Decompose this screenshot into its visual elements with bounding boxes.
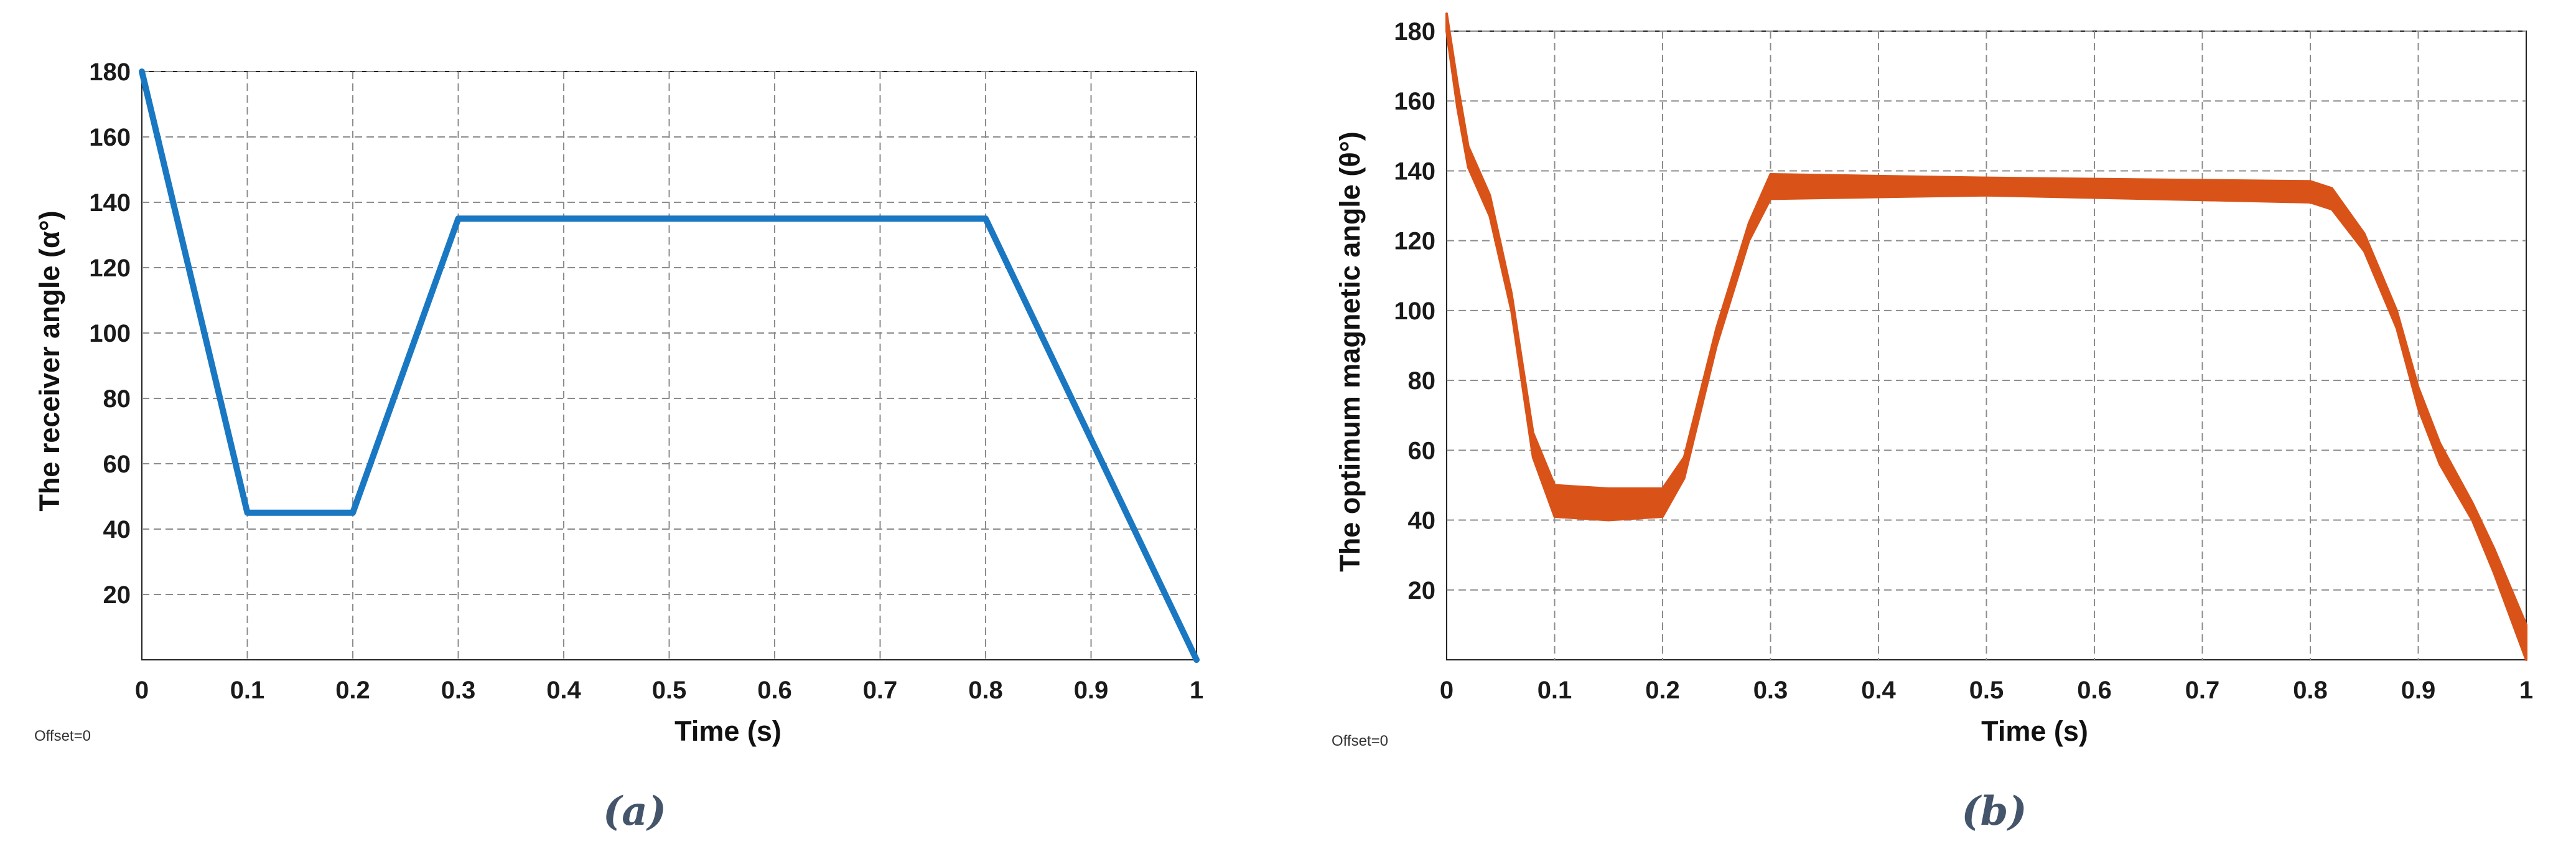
y-tick-label: 60: [103, 451, 131, 478]
x-tick-label: 0.1: [1538, 677, 1572, 704]
x-tick-label: 0.4: [1861, 677, 1896, 704]
caption-a: (a): [603, 788, 666, 835]
series-b: [1445, 12, 2527, 661]
caption-b: (b): [1961, 788, 2027, 835]
series-band: [1445, 12, 2527, 661]
y-tick-label: 120: [89, 255, 131, 282]
x-tick-label: 0: [1440, 677, 1454, 704]
x-axis-title-b: Time (s): [1981, 715, 2088, 747]
chart-panel-a: 0 0.1 0.2 0.3 0.4 0.5 0.6 0.7 0.8 0.9 1 20 40 60 80 10…: [34, 59, 1203, 835]
x-tick-label: 0.9: [2401, 677, 2436, 704]
x-tick-label: 0.1: [230, 677, 265, 704]
x-tick-label: 0.8: [2293, 677, 2328, 704]
x-tick-label: 0.2: [1645, 677, 1680, 704]
series-a: [139, 68, 1200, 663]
y-axis-title-a: The receiver angle (α°): [34, 210, 65, 511]
y-tick-label: 40: [1408, 507, 1436, 535]
y-tick-label: 20: [1408, 577, 1436, 604]
x-tick-label: 0.5: [1969, 677, 2004, 704]
chart-panel-b: 0 0.1 0.2 0.3 0.4 0.5 0.6 0.7 0.8 0.9 1 20 40 60 80 10…: [1332, 12, 2533, 835]
x-tick-label: 0.3: [441, 677, 476, 704]
y-tick-label: 140: [1394, 157, 1435, 185]
offset-label-a: Offset=0: [34, 728, 91, 744]
y-tick-label: 80: [1408, 367, 1436, 395]
y-tick-label: 120: [1394, 228, 1435, 255]
y-tick-label: 100: [1394, 298, 1435, 325]
y-tick-label: 60: [1408, 437, 1436, 464]
x-tick-label: 0.6: [757, 677, 792, 704]
x-ticks-b: 0 0.1 0.2 0.3 0.4 0.5 0.6 0.7 0.8 0.9 1: [1440, 677, 2533, 704]
x-tick-label: 0.7: [863, 677, 898, 704]
y-ticks-a: 20 40 60 80 100 120 140 160 180: [89, 59, 131, 609]
y-tick-label: 40: [103, 516, 131, 543]
x-tick-label: 0.4: [546, 677, 581, 704]
x-axis-title-a: Time (s): [674, 715, 782, 747]
y-ticks-b: 20 40 60 80 100 120 140 160 180: [1394, 18, 1435, 604]
y-tick-label: 140: [89, 189, 131, 217]
x-tick-label: 0.9: [1074, 677, 1109, 704]
grid-b: [1447, 31, 2526, 660]
y-tick-label: 100: [89, 320, 131, 347]
offset-label-b: Offset=0: [1332, 733, 1388, 749]
x-tick-label: 0.5: [652, 677, 687, 704]
y-tick-label: 160: [89, 124, 131, 151]
grid-a: [142, 71, 1197, 660]
x-tick-label: 1: [2519, 677, 2533, 704]
y-tick-label: 20: [103, 581, 131, 609]
x-tick-label: 0.3: [1753, 677, 1788, 704]
y-tick-label: 180: [1394, 18, 1435, 45]
y-tick-label: 180: [89, 59, 131, 86]
x-tick-label: 0.7: [2185, 677, 2220, 704]
x-tick-label: 0.2: [335, 677, 370, 704]
x-tick-label: 0.6: [2077, 677, 2112, 704]
y-axis-title-b: The optimum magnetic angle (θ°): [1334, 131, 1366, 571]
x-ticks-a: 0 0.1 0.2 0.3 0.4 0.5 0.6 0.7 0.8 0.9 1: [135, 677, 1203, 704]
series-line: [139, 68, 1200, 663]
y-tick-label: 80: [103, 385, 131, 413]
x-tick-label: 0: [135, 677, 149, 704]
y-tick-label: 160: [1394, 88, 1435, 115]
x-tick-label: 1: [1190, 677, 1203, 704]
x-tick-label: 0.8: [968, 677, 1003, 704]
